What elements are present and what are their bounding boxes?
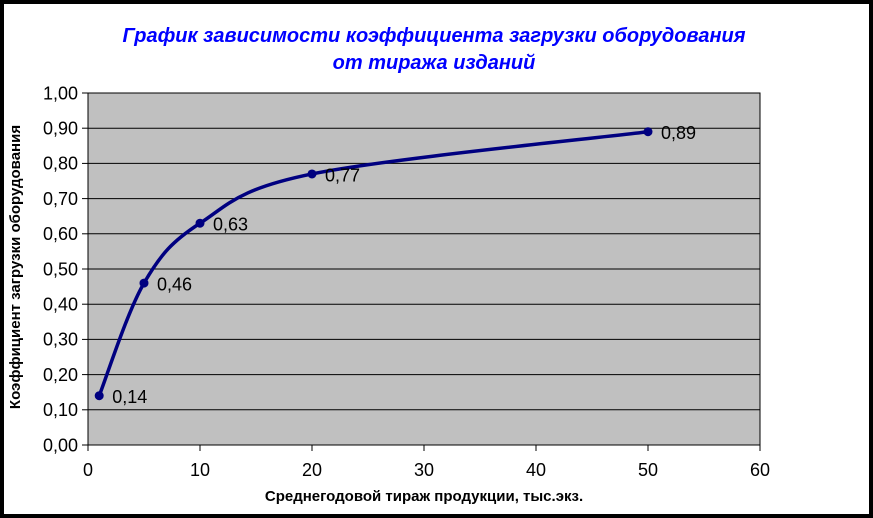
- data-point-label: 0,14: [112, 387, 147, 407]
- x-axis-title: Среднегодовой тираж продукции, тыс.экз.: [265, 488, 583, 505]
- x-tick-label: 60: [750, 460, 770, 480]
- line-chart: 0,00 0,10 0,20 0,30 0,40 0,50 0,60 0,70 0,80 0,90…: [7, 25, 770, 505]
- data-point-label: 0,46: [157, 274, 192, 294]
- y-tick-label: 0,40: [43, 295, 78, 315]
- y-tick-label: 0,00: [43, 435, 78, 455]
- chart-title-line-2: от тиража изданий: [333, 52, 536, 74]
- plot-layer: 0,00 0,10 0,20 0,30 0,40 0,50 0,60 0,70 0,80 0,90…: [43, 83, 770, 480]
- y-tick-label: 1,00: [43, 83, 78, 103]
- data-point-label: 0,77: [325, 165, 360, 185]
- x-tick-label: 0: [83, 460, 93, 480]
- x-tick-label: 10: [190, 460, 210, 480]
- x-tick-label: 20: [302, 460, 322, 480]
- series-line: [97, 129, 650, 398]
- data-point-marker: [195, 218, 205, 228]
- x-tick-label: 50: [638, 460, 658, 480]
- y-tick-label: 0,50: [43, 259, 78, 279]
- data-point-marker: [94, 391, 104, 401]
- y-tick-label: 0,60: [43, 224, 78, 244]
- data-point-marker: [643, 127, 653, 137]
- data-point-label: 0,63: [213, 215, 248, 235]
- y-tick-label: 0,30: [43, 330, 78, 350]
- data-point-label: 0,89: [661, 123, 696, 143]
- x-tick-label: 40: [526, 460, 546, 480]
- y-tick-label: 0,80: [43, 154, 78, 174]
- data-point-marker: [139, 278, 149, 288]
- y-tick-label: 0,90: [43, 119, 78, 139]
- y-tick-label: 0,70: [43, 189, 78, 209]
- x-tick-label: 30: [414, 460, 434, 480]
- chart-title-line-1: График зависимости коэффициента загрузки…: [122, 25, 745, 47]
- y-tick-label: 0,10: [43, 400, 78, 420]
- y-tick-label: 0,20: [43, 365, 78, 385]
- data-point-marker: [307, 169, 317, 179]
- y-axis-title: Коэффициент загрузки оборудования: [7, 125, 24, 409]
